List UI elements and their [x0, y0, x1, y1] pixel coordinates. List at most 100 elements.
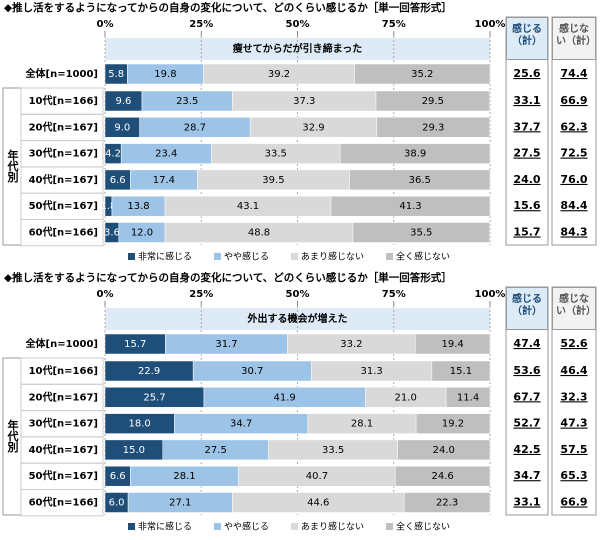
total-value: 33.1 [513, 496, 540, 509]
total-value: 52.6 [560, 337, 587, 350]
data-label: 44.6 [307, 498, 329, 509]
legend-label: 非常に感じる [138, 251, 192, 263]
data-label: 17.4 [153, 175, 175, 186]
data-label: 11.4 [457, 392, 479, 403]
total-value: 67.7 [513, 390, 540, 403]
totals-header: 感じる（計） [506, 287, 548, 330]
data-label: 31.3 [360, 366, 382, 377]
data-label: 28.1 [351, 419, 373, 430]
data-label: 33.2 [340, 339, 362, 350]
data-label: 32.9 [302, 122, 324, 133]
category-label: 20代[n=167] [29, 390, 98, 403]
data-label: 15.1 [450, 366, 472, 377]
data-label: 33.5 [322, 445, 344, 456]
data-label: 3.6 [104, 228, 120, 239]
bar-segment [445, 387, 491, 408]
x-tick-label: 0% [97, 19, 114, 30]
data-label: 38.9 [404, 149, 426, 160]
category-label: 全体[n=1000] [25, 67, 98, 80]
x-tick-label: 25% [189, 289, 213, 300]
data-label: 12.0 [131, 228, 153, 239]
data-label: 9.0 [114, 122, 130, 133]
data-label: 34.7 [230, 419, 252, 430]
totals-header: 感じない（計） [552, 17, 596, 60]
category-label: 50代[n=167] [29, 199, 98, 212]
total-value: 84.3 [560, 226, 587, 239]
totals-header: 感じる（計） [506, 17, 548, 60]
legend-label: やや感じる [224, 251, 269, 263]
totals-header: 感じない（計） [552, 287, 596, 330]
legend-label: 非常に感じる [138, 521, 192, 533]
category-label: 10代[n=166] [29, 364, 98, 377]
total-value: 32.3 [560, 390, 587, 403]
bar-segment [395, 465, 491, 487]
x-tick-label: 0% [97, 289, 114, 300]
category-label: 30代[n=167] [29, 417, 98, 430]
data-label: 6.6 [110, 471, 126, 482]
legend-label: あまり感じない [301, 251, 364, 263]
legend-label: あまり感じない [301, 521, 364, 533]
total-value: 84.4 [560, 199, 587, 212]
data-label: 6.0 [109, 498, 125, 509]
total-value: 53.6 [513, 364, 540, 377]
data-label: 40.7 [306, 471, 328, 482]
bar-segment [415, 333, 491, 355]
data-label: 9.6 [116, 96, 132, 107]
legend-swatch [291, 253, 298, 260]
total-value: 66.9 [560, 94, 587, 107]
x-tick-label: 100% [475, 289, 506, 300]
data-label: 33.5 [265, 149, 287, 160]
legend-swatch [386, 253, 393, 260]
data-label: 39.2 [268, 69, 290, 80]
data-label: 27.1 [169, 498, 191, 509]
data-label: 39.5 [262, 175, 284, 186]
total-value: 15.7 [513, 226, 540, 239]
total-value: 24.0 [513, 173, 540, 186]
bar-segment [330, 195, 491, 217]
total-value: 25.6 [513, 67, 540, 80]
data-label: 15.7 [124, 339, 146, 350]
data-label: 25.7 [143, 392, 165, 403]
data-label: 22.9 [138, 366, 160, 377]
data-label: 24.0 [433, 445, 455, 456]
data-label: 29.3 [422, 122, 444, 133]
legend-swatch [214, 523, 221, 530]
total-value: 47.3 [560, 417, 587, 430]
total-value: 46.4 [560, 364, 587, 377]
data-label: 22.3 [436, 498, 458, 509]
chart-title: ◆推し活をするようになってからの自身の変化について、どのくらい感じるか［単一回答… [4, 1, 452, 14]
data-label: 13.8 [127, 201, 149, 212]
data-label: 23.4 [155, 149, 177, 160]
bar-segment [349, 169, 491, 191]
bar-segment [431, 360, 491, 382]
x-tick-label: 100% [475, 19, 506, 30]
bar-segment [339, 143, 491, 164]
total-value: 74.4 [560, 67, 587, 80]
category-label: 40代[n=167] [29, 443, 98, 456]
total-value: 27.5 [513, 147, 540, 160]
legend-swatch [128, 253, 135, 260]
legend-swatch [291, 523, 298, 530]
data-label: 36.5 [409, 175, 431, 186]
data-label: 31.7 [215, 339, 237, 350]
x-tick-label: 75% [382, 19, 406, 30]
legend-swatch [128, 523, 135, 530]
legend-label: やや感じる [224, 521, 269, 533]
data-label: 18.0 [129, 419, 151, 430]
category-label: 50代[n=167] [29, 469, 98, 482]
category-label: 全体[n=1000] [25, 337, 98, 350]
x-tick-label: 50% [286, 289, 310, 300]
data-label: 4.2 [105, 149, 121, 160]
category-label: 60代[n=166] [29, 226, 98, 239]
data-label: 29.5 [422, 96, 444, 107]
category-label: 30代[n=167] [29, 147, 98, 160]
total-value: 65.3 [560, 469, 587, 482]
total-value: 33.1 [513, 94, 540, 107]
x-tick-label: 75% [382, 289, 406, 300]
data-label: 24.6 [432, 471, 454, 482]
total-value: 37.7 [513, 120, 540, 133]
legend-swatch [214, 253, 221, 260]
data-label: 6.6 [110, 175, 126, 186]
total-value: 52.7 [513, 417, 540, 430]
